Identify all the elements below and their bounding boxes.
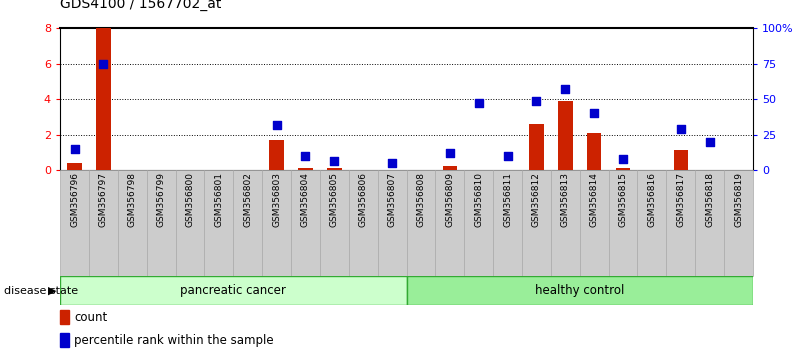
Text: GSM356815: GSM356815 — [618, 172, 627, 227]
Text: GSM356807: GSM356807 — [388, 172, 396, 227]
FancyBboxPatch shape — [551, 170, 580, 276]
Bar — [587, 133, 602, 170]
Point — [501, 153, 514, 159]
Text: GSM356809: GSM356809 — [445, 172, 454, 227]
FancyBboxPatch shape — [522, 170, 551, 276]
Text: GSM356797: GSM356797 — [99, 172, 108, 227]
Text: GSM356817: GSM356817 — [676, 172, 686, 227]
Bar — [327, 168, 341, 170]
FancyBboxPatch shape — [638, 170, 666, 276]
Point — [530, 98, 543, 103]
Point — [703, 139, 716, 144]
Bar — [60, 333, 69, 348]
Text: percentile rank within the sample: percentile rank within the sample — [74, 333, 274, 347]
FancyBboxPatch shape — [233, 170, 262, 276]
FancyBboxPatch shape — [377, 170, 406, 276]
Text: GSM356818: GSM356818 — [705, 172, 714, 227]
Text: GSM356806: GSM356806 — [359, 172, 368, 227]
Bar — [298, 168, 312, 170]
Text: GSM356808: GSM356808 — [417, 172, 425, 227]
Text: GSM356805: GSM356805 — [330, 172, 339, 227]
Text: GSM356804: GSM356804 — [301, 172, 310, 227]
FancyBboxPatch shape — [60, 170, 89, 276]
FancyBboxPatch shape — [406, 170, 436, 276]
Text: GSM356798: GSM356798 — [127, 172, 137, 227]
FancyBboxPatch shape — [406, 276, 753, 305]
Point — [617, 156, 630, 161]
Text: ▶: ▶ — [47, 286, 56, 296]
FancyBboxPatch shape — [118, 170, 147, 276]
Text: GSM356814: GSM356814 — [590, 172, 598, 227]
FancyBboxPatch shape — [175, 170, 204, 276]
FancyBboxPatch shape — [291, 170, 320, 276]
Point — [299, 153, 312, 159]
Text: GSM356812: GSM356812 — [532, 172, 541, 227]
FancyBboxPatch shape — [493, 170, 522, 276]
FancyBboxPatch shape — [60, 276, 406, 305]
Point — [588, 110, 601, 116]
Point — [328, 159, 340, 164]
Text: GSM356800: GSM356800 — [186, 172, 195, 227]
FancyBboxPatch shape — [147, 170, 175, 276]
FancyBboxPatch shape — [204, 170, 233, 276]
FancyBboxPatch shape — [436, 170, 465, 276]
Bar — [443, 166, 457, 170]
Text: GSM356802: GSM356802 — [244, 172, 252, 227]
Point — [674, 126, 687, 132]
Text: GSM356796: GSM356796 — [70, 172, 79, 227]
Bar — [96, 28, 111, 170]
Text: GSM356799: GSM356799 — [157, 172, 166, 227]
Text: GSM356811: GSM356811 — [503, 172, 512, 227]
Text: GSM356803: GSM356803 — [272, 172, 281, 227]
Text: GSM356801: GSM356801 — [215, 172, 223, 227]
Bar — [616, 168, 630, 170]
Bar — [529, 124, 544, 170]
Text: GSM356816: GSM356816 — [647, 172, 656, 227]
Bar — [269, 140, 284, 170]
FancyBboxPatch shape — [262, 170, 291, 276]
Point — [444, 150, 457, 156]
Text: GSM356810: GSM356810 — [474, 172, 483, 227]
Point — [68, 146, 81, 152]
Point — [270, 122, 283, 127]
FancyBboxPatch shape — [666, 170, 695, 276]
FancyBboxPatch shape — [348, 170, 377, 276]
Text: healthy control: healthy control — [535, 284, 625, 297]
Point — [473, 101, 485, 106]
Text: pancreatic cancer: pancreatic cancer — [180, 284, 286, 297]
FancyBboxPatch shape — [89, 170, 118, 276]
FancyBboxPatch shape — [465, 170, 493, 276]
Bar — [60, 310, 69, 325]
FancyBboxPatch shape — [724, 170, 753, 276]
Bar — [67, 163, 82, 170]
Point — [385, 160, 398, 166]
Bar — [558, 101, 573, 170]
FancyBboxPatch shape — [609, 170, 638, 276]
Bar — [674, 150, 688, 170]
FancyBboxPatch shape — [695, 170, 724, 276]
Text: GSM356819: GSM356819 — [734, 172, 743, 227]
Text: disease state: disease state — [4, 286, 78, 296]
FancyBboxPatch shape — [320, 170, 348, 276]
FancyBboxPatch shape — [580, 170, 609, 276]
Point — [97, 61, 110, 67]
Point — [559, 86, 572, 92]
Text: GSM356813: GSM356813 — [561, 172, 570, 227]
Text: count: count — [74, 310, 107, 324]
Text: GDS4100 / 1567702_at: GDS4100 / 1567702_at — [60, 0, 221, 11]
